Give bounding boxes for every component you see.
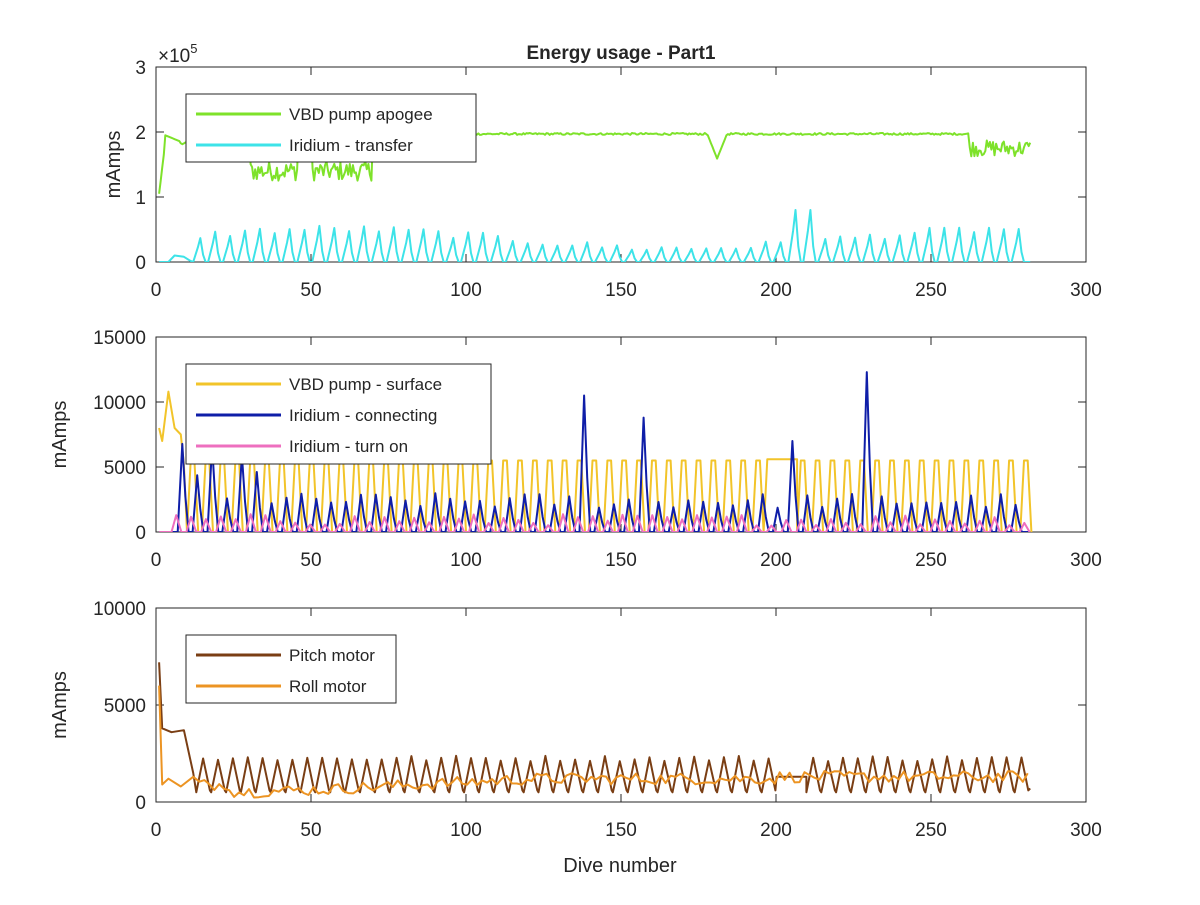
y-tick-label: 0 <box>135 523 146 544</box>
series-line-2 <box>158 685 1029 799</box>
y-tick-label: 5000 <box>104 696 146 717</box>
x-tick-label: 200 <box>760 820 792 841</box>
y-tick-label: 3 <box>135 58 146 79</box>
y-axis-label: mAmps <box>49 401 71 469</box>
y-tick-label: 1 <box>135 188 146 209</box>
x-tick-label: 150 <box>605 550 637 571</box>
x-tick-label: 300 <box>1070 820 1102 841</box>
series-group <box>158 662 1031 799</box>
chart-panel-1: 0 50 100 150 200 250 300 0 1 2 3 ×105 Energy usage -… <box>103 41 1102 301</box>
y-tick-label: 2 <box>135 123 146 144</box>
legend-entry-label: Pitch motor <box>289 646 375 665</box>
x-tick-label: 50 <box>300 820 321 841</box>
x-tick-label: 250 <box>915 280 947 301</box>
y-tick-label: 5000 <box>104 458 146 479</box>
y-tick-label: 15000 <box>93 328 146 349</box>
legend: VBD pump apogee Iridium - transfer <box>185 93 477 163</box>
x-tick-label: 250 <box>915 820 947 841</box>
legend-entry-label: Iridium - connecting <box>289 406 437 425</box>
x-tick-label: 300 <box>1070 550 1102 571</box>
y-axis-label: mAmps <box>49 671 71 739</box>
legend-box <box>185 93 477 163</box>
series-line-3 <box>159 513 1031 532</box>
x-axis-label: Dive number <box>563 855 677 877</box>
x-tick-label: 150 <box>605 820 637 841</box>
series-line-1 <box>158 390 1033 532</box>
y-exponent-label: ×105 <box>158 41 197 67</box>
legend-entry-label: Iridium - turn on <box>289 437 408 456</box>
x-tick-label: 0 <box>151 820 162 841</box>
legend-box <box>185 634 397 704</box>
legend-entry-label: Iridium - transfer <box>289 136 413 155</box>
y-tick-label: 0 <box>135 253 146 274</box>
y-tick-label: 10000 <box>93 393 146 414</box>
x-tick-label: 100 <box>450 820 482 841</box>
x-tick-label: 100 <box>450 550 482 571</box>
series-group <box>158 371 1033 532</box>
x-tick-label: 250 <box>915 550 947 571</box>
series-line-2 <box>159 371 1031 532</box>
chart-panel-3: 0 50 100 150 200 250 300 0 5000 10000 mAmps Dive nu… <box>49 599 1102 877</box>
x-tick-label: 150 <box>605 280 637 301</box>
x-tick-label: 300 <box>1070 280 1102 301</box>
x-tick-label: 50 <box>300 550 321 571</box>
legend: Pitch motor Roll motor <box>185 634 397 704</box>
y-axis-label: mAmps <box>103 131 125 199</box>
y-tick-label: 10000 <box>93 599 146 620</box>
chart-panel-2: 0 50 100 150 200 250 300 0 5000 10000 15000 mAmps VB… <box>49 328 1102 571</box>
x-tick-label: 0 <box>151 550 162 571</box>
x-tick-label: 100 <box>450 280 482 301</box>
legend-entry-label: VBD pump - surface <box>289 375 442 394</box>
legend-entry-label: VBD pump apogee <box>289 105 433 124</box>
x-tick-label: 200 <box>760 550 792 571</box>
x-tick-label: 50 <box>300 280 321 301</box>
legend-entry-label: Roll motor <box>289 677 367 696</box>
y-tick-label: 0 <box>135 793 146 814</box>
x-tick-label: 0 <box>151 280 162 301</box>
x-tick-label: 200 <box>760 280 792 301</box>
chart-title: Energy usage - Part1 <box>526 43 715 64</box>
series-line-2 <box>159 209 1031 262</box>
legend: VBD pump - surface Iridium - connecting Ir… <box>185 363 492 465</box>
